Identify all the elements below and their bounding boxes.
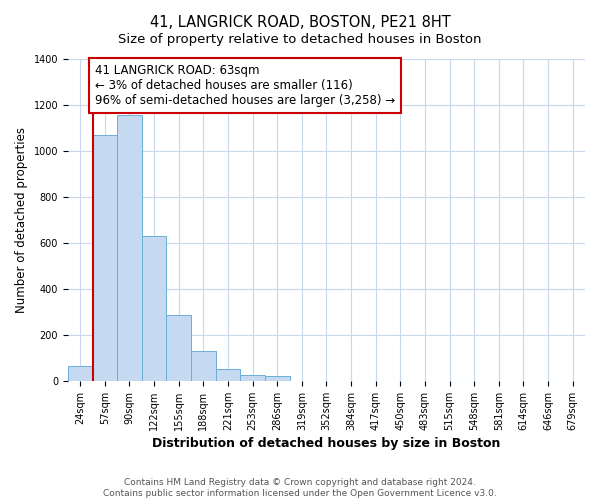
- Bar: [142, 236, 166, 381]
- Bar: [191, 351, 215, 381]
- X-axis label: Distribution of detached houses by size in Boston: Distribution of detached houses by size …: [152, 437, 500, 450]
- Text: 41 LANGRICK ROAD: 63sqm
← 3% of detached houses are smaller (116)
96% of semi-de: 41 LANGRICK ROAD: 63sqm ← 3% of detached…: [95, 64, 395, 106]
- Bar: [215, 370, 240, 381]
- Bar: [117, 116, 142, 381]
- Bar: [166, 316, 191, 381]
- Text: Contains HM Land Registry data © Crown copyright and database right 2024.
Contai: Contains HM Land Registry data © Crown c…: [103, 478, 497, 498]
- Y-axis label: Number of detached properties: Number of detached properties: [15, 127, 28, 313]
- Text: Size of property relative to detached houses in Boston: Size of property relative to detached ho…: [118, 32, 482, 46]
- Bar: [240, 375, 265, 381]
- Bar: [265, 376, 290, 381]
- Text: 41, LANGRICK ROAD, BOSTON, PE21 8HT: 41, LANGRICK ROAD, BOSTON, PE21 8HT: [149, 15, 451, 30]
- Bar: [68, 366, 92, 381]
- Bar: [92, 135, 117, 381]
